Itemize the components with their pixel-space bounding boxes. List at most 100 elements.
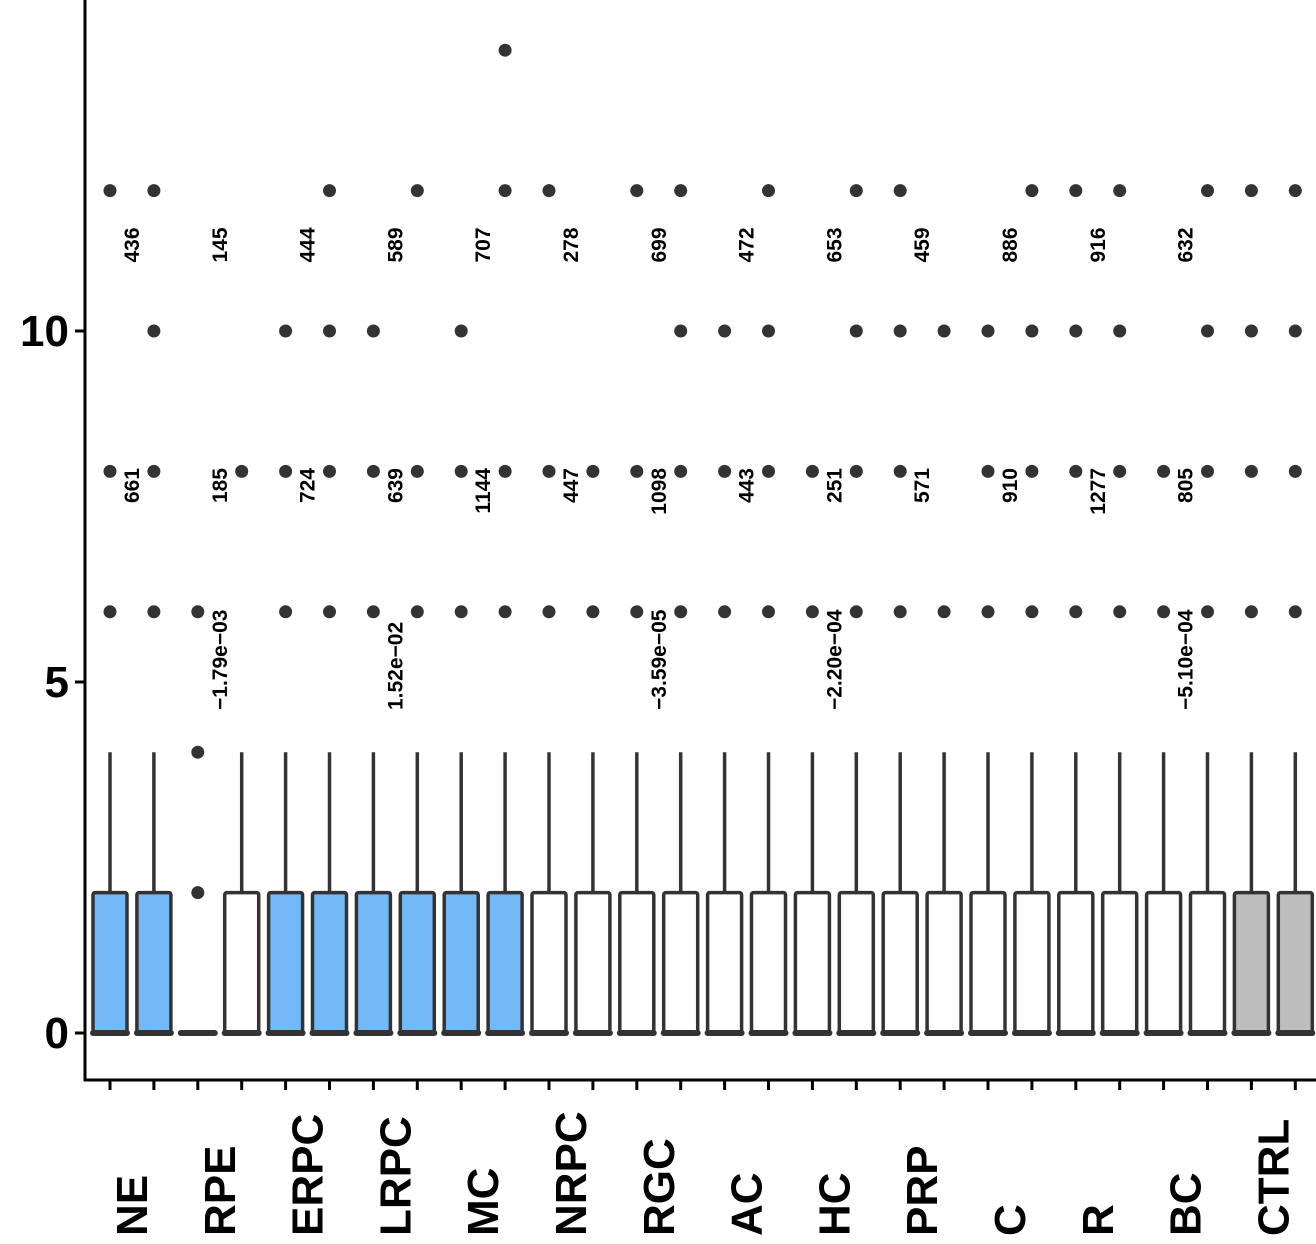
outlier-point [849, 464, 863, 478]
outlier-point [1244, 184, 1258, 198]
box-r-2 [1100, 890, 1139, 1035]
y-tick-label: 5 [45, 658, 69, 707]
outlier-point [1288, 605, 1302, 619]
outlier-point [849, 605, 863, 619]
outlier-point [323, 605, 336, 619]
box-ac-1 [705, 890, 744, 1035]
outlier-point [586, 464, 600, 478]
axes: 0 5 10 [20, 0, 1316, 1090]
outlier-point [147, 464, 161, 478]
outlier-point [674, 464, 688, 478]
count-label-lower: 1098 [648, 468, 671, 515]
outlier-point [103, 605, 117, 619]
outlier-point [366, 605, 380, 619]
outlier-point [674, 184, 688, 198]
outlier-point [279, 605, 293, 619]
outlier-point [235, 464, 249, 478]
x-category-label: HC [810, 1172, 859, 1236]
box-c-1 [969, 890, 1007, 1035]
y-tick-label: 0 [45, 1009, 69, 1058]
box-r-1 [1057, 890, 1095, 1035]
outlier-point [893, 324, 907, 338]
x-category-label: MC [459, 1168, 508, 1236]
outlier-point [323, 324, 336, 338]
outlier-point [718, 324, 732, 338]
outlier-point [805, 605, 819, 619]
box-mc-1 [442, 890, 480, 1035]
outlier-point [1288, 464, 1302, 478]
count-label-lower: 571 [911, 468, 934, 503]
outlier-point [674, 324, 688, 338]
outlier-point [762, 184, 775, 198]
outlier-point [323, 464, 336, 478]
outlier-point [893, 464, 907, 478]
outlier-point [1069, 605, 1083, 619]
outlier-point [1113, 184, 1127, 198]
box-hc-1 [793, 890, 832, 1035]
outlier-point [718, 605, 732, 619]
outlier-point [410, 464, 424, 478]
outlier-point [279, 464, 293, 478]
outlier-point [498, 43, 512, 57]
outlier-point [498, 184, 512, 198]
y-tick-label: 10 [20, 307, 69, 356]
outlier-point [1201, 605, 1214, 619]
outlier-point [542, 184, 556, 198]
outlier-point [1069, 324, 1083, 338]
box-hc-2 [837, 890, 876, 1035]
outlier-point [981, 464, 995, 478]
outlier-point [849, 184, 863, 198]
outlier-point [1025, 605, 1039, 619]
count-label-lower: 805 [1175, 468, 1198, 503]
outlier-point [849, 324, 863, 338]
x-category-label: AC [723, 1172, 772, 1236]
outlier-point [1113, 324, 1127, 338]
count-label-upper: 145 [209, 227, 232, 262]
x-category-label: ERPC [284, 1114, 333, 1236]
outlier-point [323, 184, 336, 198]
box-ctrl-2 [1276, 890, 1315, 1035]
outlier-points [103, 43, 1302, 900]
count-label-upper: 436 [121, 227, 144, 262]
x-category-label: PRP [898, 1146, 947, 1236]
outlier-point [1069, 184, 1083, 198]
outlier-point [1288, 184, 1302, 198]
outlier-point [1244, 605, 1258, 619]
outlier-point [191, 605, 205, 619]
count-label-upper: 886 [999, 227, 1022, 262]
outlier-point [1025, 464, 1039, 478]
box-nrpc-2 [574, 890, 612, 1035]
count-label-upper: 459 [911, 227, 934, 262]
x-category-label: R [1074, 1204, 1123, 1236]
box-ctrl-1 [1232, 890, 1271, 1035]
box-erpc-2 [310, 890, 349, 1035]
x-category-label: NE [108, 1175, 157, 1236]
outlier-point [366, 464, 380, 478]
outlier-point [762, 324, 775, 338]
outlier-point [103, 184, 117, 198]
outlier-point [103, 464, 117, 478]
box-rgc-1 [618, 890, 656, 1035]
box-prp-2 [925, 890, 963, 1035]
outlier-point [893, 184, 907, 198]
x-category-label: NRPC [547, 1111, 596, 1236]
box-ne-1 [91, 890, 129, 1035]
x-category-label: CTRL [1249, 1119, 1298, 1236]
outlier-point [366, 324, 380, 338]
box-prp-1 [881, 890, 919, 1035]
x-category-label: RPE [196, 1146, 245, 1236]
annotations: 436 145 444 589 707 278 699 472 653 459 886 916 632 6… [121, 227, 1198, 710]
outlier-point [630, 184, 644, 198]
count-label-upper: 653 [823, 227, 846, 262]
outlier-point [1025, 324, 1039, 338]
count-label-upper: 707 [472, 227, 495, 262]
box-ac-2 [749, 890, 788, 1035]
outlier-point [191, 745, 205, 759]
count-label-upper: 632 [1175, 227, 1198, 262]
box-lrpc-2 [398, 890, 437, 1035]
outlier-point [498, 605, 512, 619]
count-label-lower: 639 [384, 468, 407, 503]
outlier-point [1201, 464, 1214, 478]
count-label-lower: 443 [736, 468, 759, 503]
